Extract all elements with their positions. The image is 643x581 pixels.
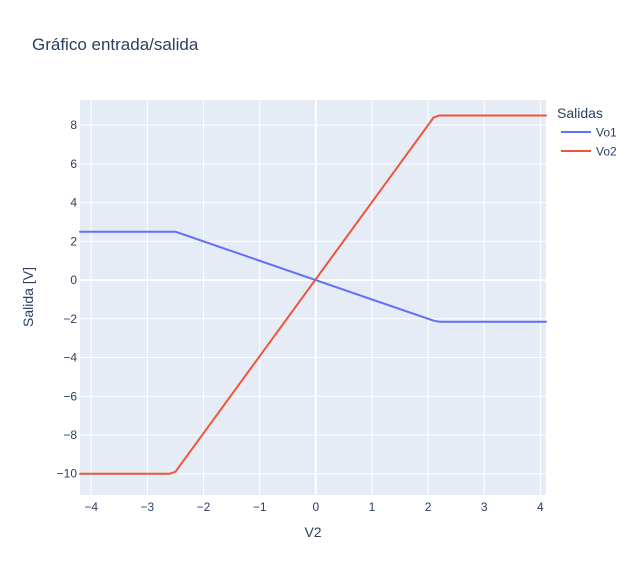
y-tick-label: −2 [63,312,77,326]
x-tick-label: −4 [84,500,98,514]
x-tick-label: 2 [425,500,432,514]
y-tick-label: 6 [70,157,77,171]
plot-area [80,100,546,495]
y-tick-label: 2 [70,234,77,248]
x-tick-label: 0 [312,500,319,514]
x-tick-label: −1 [253,500,267,514]
y-tick-label: −10 [57,467,78,481]
y-tick-label: −6 [63,389,77,403]
series-line-vo1[interactable] [79,230,547,323]
series-layer [79,114,547,475]
legend-title: Salidas [557,105,603,121]
legend-item-vo2[interactable]: Vo2 [561,145,617,159]
y-tick-label: 0 [70,273,77,287]
legend: Salidas Vo1 Vo2 [557,105,617,159]
series-line-vo2[interactable] [79,114,547,475]
legend-label-vo1: Vo1 [596,126,617,140]
y-axis-label: Salida [V] [20,267,36,327]
y-tick-label: −8 [63,428,77,442]
legend-item-vo1[interactable]: Vo1 [561,126,617,140]
chart-title: Gráfico entrada/salida [32,35,199,54]
x-tick-label: 3 [481,500,488,514]
x-tick-label: −3 [141,500,155,514]
legend-label-vo2: Vo2 [596,145,617,159]
x-axis-label: V2 [304,524,321,540]
x-tick-label: 1 [369,500,376,514]
y-tick-label: 8 [70,118,77,132]
y-tick-label: −4 [63,351,77,365]
y-tick-label: 4 [70,196,77,210]
x-tick-label: 4 [537,500,544,514]
x-tick-label: −2 [197,500,211,514]
